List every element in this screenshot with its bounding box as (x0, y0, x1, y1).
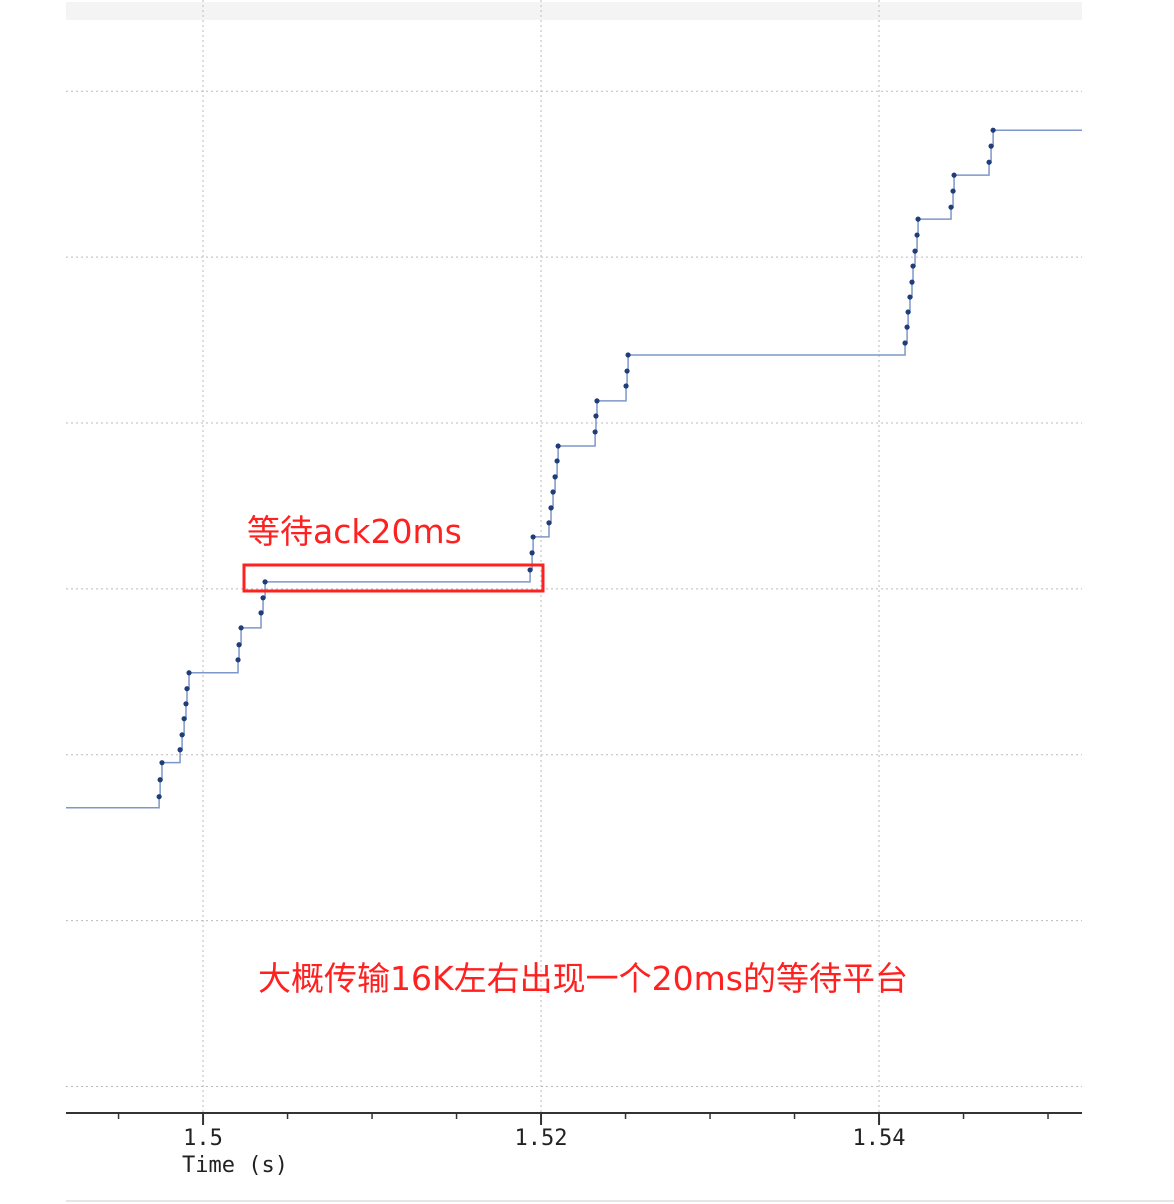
data-point (902, 340, 908, 346)
annotation: 大概传输16K左右出现一个20ms的等待平台 (258, 959, 908, 998)
data-point (624, 368, 630, 374)
x-axis-label: Time (s) (182, 1153, 288, 1178)
data-point (909, 279, 915, 285)
blurred-header (66, 2, 1082, 20)
data-point (238, 625, 244, 631)
data-point (912, 248, 918, 254)
data-point (262, 579, 268, 585)
data-point (990, 127, 996, 133)
data-point (915, 216, 921, 222)
grid (66, 0, 1082, 1113)
data-point (905, 309, 911, 315)
data-point (988, 143, 994, 149)
x-tick-label: 1.5 (183, 1126, 223, 1151)
data-point (555, 443, 561, 449)
data-point (156, 794, 162, 800)
data-point (235, 657, 241, 663)
axis-ticks: 1.5 1.52 1.54 (117, 1113, 1049, 1151)
data-point (904, 324, 910, 330)
data-point (236, 642, 242, 648)
data-point (260, 595, 266, 601)
data-point (179, 732, 185, 738)
data-point (948, 204, 954, 210)
data-point (183, 701, 189, 707)
data-point (623, 383, 629, 389)
data-point (593, 413, 599, 419)
data-point (546, 520, 552, 526)
data-point (527, 567, 533, 573)
data-point (548, 505, 554, 511)
data-point (907, 294, 913, 300)
data-point (157, 777, 163, 783)
data-point (177, 747, 183, 753)
x-tick-label: 1.54 (853, 1126, 906, 1151)
data-point (594, 398, 600, 404)
plot-area (31, 127, 1082, 810)
data-point (951, 172, 957, 178)
data-point (550, 489, 556, 495)
data-point (552, 474, 558, 480)
data-point (186, 670, 192, 676)
series-line (66, 129, 1082, 809)
data-point (31, 805, 36, 810)
data-point (530, 534, 536, 540)
data-point (159, 760, 165, 766)
data-point (986, 159, 992, 165)
annotation: 等待ack20ms (247, 512, 462, 551)
data-point (950, 188, 956, 194)
highlight-box (242, 563, 545, 593)
data-point (592, 429, 598, 435)
data-point (181, 716, 187, 722)
data-point (914, 232, 920, 238)
data-point (184, 686, 190, 692)
data-point (625, 352, 631, 358)
data-point (910, 263, 916, 269)
data-point (529, 550, 535, 556)
data-point (554, 458, 560, 464)
data-point (258, 610, 264, 616)
x-tick-label: 1.52 (515, 1126, 568, 1151)
